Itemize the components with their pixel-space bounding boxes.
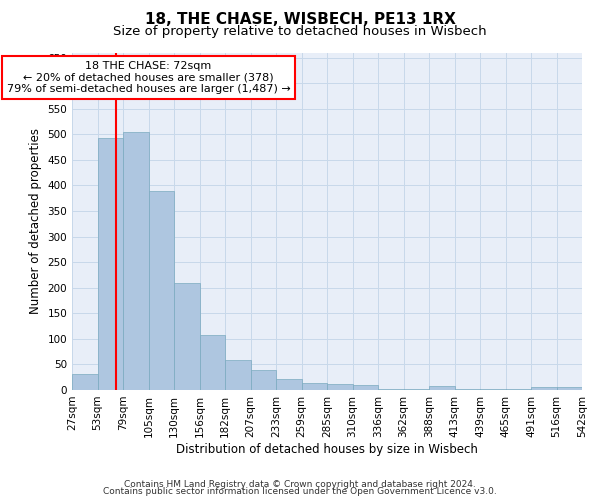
Bar	[327, 384, 353, 390]
Bar	[302, 383, 327, 390]
Text: 18 THE CHASE: 72sqm
← 20% of detached houses are smaller (378)
79% of semi-detac: 18 THE CHASE: 72sqm ← 20% of detached ho…	[7, 61, 290, 94]
Text: Contains HM Land Registry data © Crown copyright and database right 2024.: Contains HM Land Registry data © Crown c…	[124, 480, 476, 489]
Bar	[429, 386, 455, 390]
Text: Contains public sector information licensed under the Open Government Licence v3: Contains public sector information licen…	[103, 487, 497, 496]
Bar	[123, 132, 149, 390]
Bar	[276, 379, 302, 390]
Bar	[225, 360, 251, 390]
Bar	[199, 336, 225, 390]
Bar	[531, 388, 557, 390]
Bar	[72, 374, 97, 390]
X-axis label: Distribution of detached houses by size in Wisbech: Distribution of detached houses by size …	[176, 442, 478, 456]
Bar	[174, 283, 199, 390]
Text: 18, THE CHASE, WISBECH, PE13 1RX: 18, THE CHASE, WISBECH, PE13 1RX	[145, 12, 455, 28]
Bar	[353, 385, 378, 390]
Text: Size of property relative to detached houses in Wisbech: Size of property relative to detached ho…	[113, 25, 487, 38]
Bar	[149, 190, 174, 390]
Bar	[251, 370, 276, 390]
Y-axis label: Number of detached properties: Number of detached properties	[29, 128, 42, 314]
Bar	[97, 138, 123, 390]
Bar	[557, 388, 582, 390]
